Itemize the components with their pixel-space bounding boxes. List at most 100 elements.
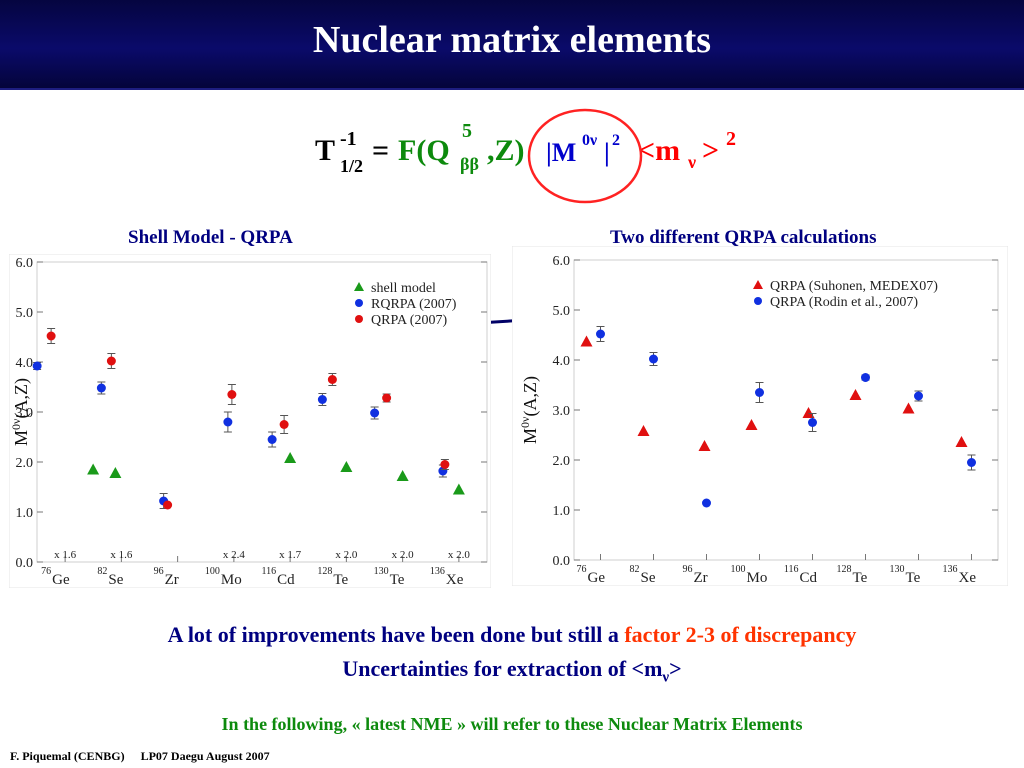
x-tick-mass: 100 xyxy=(205,566,220,577)
slide-title: Nuclear matrix elements xyxy=(312,19,712,61)
data-point-triangle xyxy=(902,402,915,414)
formula-f-close: ,Z) xyxy=(487,134,525,167)
data-point-triangle xyxy=(396,470,409,481)
footer-conference: LP07 Daegu August 2007 xyxy=(140,749,270,763)
data-point-circle xyxy=(914,391,923,401)
x-tick-mass: 116 xyxy=(784,564,799,575)
x-tick-element: Te xyxy=(906,570,921,586)
x-tick-element: Se xyxy=(641,570,656,586)
title-bar: Nuclear matrix elements xyxy=(0,0,1024,90)
data-point-triangle xyxy=(637,425,650,436)
y-axis-label-sup: 0ν xyxy=(518,416,532,428)
data-point-circle xyxy=(702,498,711,508)
x-tick-element: Te xyxy=(333,572,348,588)
legend-label: RQRPA (2007) xyxy=(371,297,457,312)
x-tick-mass: 82 xyxy=(630,564,640,575)
scale-factor-label: x 1.6 xyxy=(54,549,77,561)
x-tick-element: Se xyxy=(108,572,123,588)
x-tick-element: Xe xyxy=(446,572,464,588)
x-tick-mass: 96 xyxy=(154,566,164,577)
formula-m-nu-open: <m xyxy=(638,134,681,167)
data-point-circle xyxy=(327,375,337,384)
data-point-triangle xyxy=(340,461,353,472)
x-tick-mass: 82 xyxy=(97,566,107,577)
x-tick-mass: 76 xyxy=(41,566,51,577)
chart-background xyxy=(9,254,491,588)
scale-factor-label: x 1.7 xyxy=(279,549,302,561)
y-tick-label: 4.0 xyxy=(553,354,571,369)
data-point-circle xyxy=(440,460,450,469)
data-point-circle xyxy=(649,354,658,364)
y-axis-label-sup: 0ν xyxy=(9,418,23,430)
scale-factor-label: x 2.4 xyxy=(223,549,246,561)
data-point-circle xyxy=(755,388,764,397)
data-point-circle xyxy=(267,435,277,444)
conclusion-line-1-a: A lot of improvements have been done but… xyxy=(167,622,625,647)
legend-marker-triangle xyxy=(354,282,364,291)
data-point-circle xyxy=(967,458,976,467)
x-tick-mass: 76 xyxy=(577,564,587,575)
data-point-triangle xyxy=(802,407,815,418)
data-point-circle xyxy=(861,373,870,382)
x-tick-mass: 128 xyxy=(837,564,852,575)
data-point-circle xyxy=(596,329,605,339)
x-tick-element: Te xyxy=(853,570,868,586)
footer: F. Piquemal (CENBG) LP07 Daegu August 200… xyxy=(10,749,286,764)
data-point-circle xyxy=(808,418,817,427)
formula-m-nu-sq: 2 xyxy=(726,128,736,150)
formula-f-open: F(Q xyxy=(398,134,450,167)
conclusion-line-2-b: > xyxy=(669,656,682,681)
legend-label: QRPA (Rodin et al., 2007) xyxy=(770,295,918,310)
y-tick-label: 2.0 xyxy=(16,456,34,471)
x-tick-mass: 116 xyxy=(261,566,276,577)
formula-m-nu-close: > xyxy=(702,134,720,167)
y-tick-label: 4.0 xyxy=(16,356,34,371)
x-tick-element: Mo xyxy=(747,570,768,586)
y-axis-label: M0ν(A,Z) xyxy=(9,378,32,446)
data-point-circle xyxy=(279,420,289,429)
x-tick-element: Ge xyxy=(588,570,606,586)
formula-t-sub: 1/2 xyxy=(340,156,364,176)
y-tick-label: 1.0 xyxy=(16,506,34,521)
conclusion-line-2-a: Uncertainties for extraction of <m xyxy=(342,656,663,681)
data-point-triangle xyxy=(87,463,100,475)
formula-m-sup: 0ν xyxy=(582,132,598,149)
caption-right: Two different QRPA calculations xyxy=(610,227,877,248)
y-tick-label: 5.0 xyxy=(553,304,571,319)
formula-equals: = xyxy=(372,134,390,167)
y-axis-label-rest: (A,Z) xyxy=(11,378,32,418)
legend-marker-circle xyxy=(355,315,363,323)
formula-m-open: |M xyxy=(546,138,577,167)
data-point-triangle xyxy=(955,436,968,447)
x-tick-element: Te xyxy=(390,572,405,588)
y-tick-label: 1.0 xyxy=(553,504,571,519)
data-point-circle xyxy=(370,408,380,418)
y-tick-label: 6.0 xyxy=(16,256,34,271)
x-tick-mass: 130 xyxy=(890,564,905,575)
footer-author: F. Piquemal (CENBG) xyxy=(10,749,125,763)
scale-factor-label: x 1.6 xyxy=(110,549,133,561)
legend-marker-circle xyxy=(355,299,363,307)
data-point-circle xyxy=(46,331,56,341)
data-point-circle xyxy=(223,417,233,427)
conclusion-line-2: Uncertainties for extraction of <mν> xyxy=(0,656,1024,686)
x-tick-mass: 96 xyxy=(683,564,693,575)
x-tick-mass: 130 xyxy=(374,566,389,577)
x-tick-mass: 128 xyxy=(317,566,332,577)
x-tick-element: Ge xyxy=(52,572,70,588)
formula-m-sq: 2 xyxy=(612,132,620,149)
formula-f-sub: ββ xyxy=(460,154,479,174)
data-point-triangle xyxy=(849,389,862,400)
formula-m-close: | xyxy=(604,138,610,167)
y-tick-label: 3.0 xyxy=(553,404,571,419)
formula-t: T xyxy=(315,134,336,167)
x-tick-element: Xe xyxy=(959,570,977,586)
scale-factor-label: x 2.0 xyxy=(448,549,471,561)
x-tick-element: Zr xyxy=(165,572,179,588)
highlight-ellipse xyxy=(527,108,643,204)
legend-marker-circle xyxy=(754,297,762,305)
data-point-triangle xyxy=(745,419,758,430)
formula-m-nu-sub: ν xyxy=(688,152,697,172)
legend-label: QRPA (2007) xyxy=(371,313,447,328)
